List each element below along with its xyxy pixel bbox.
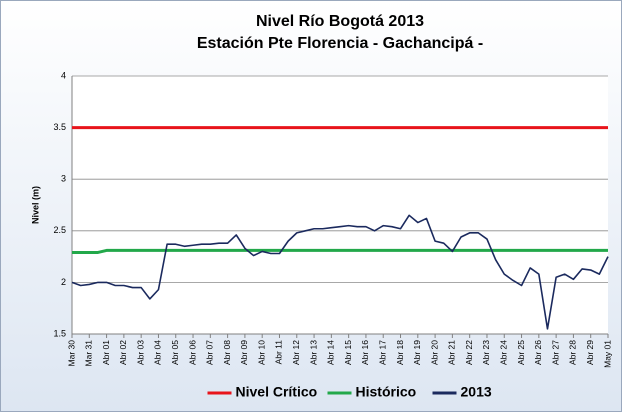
x-tick-label: Abr 03 <box>135 340 145 365</box>
y-tick-label: 4 <box>61 70 66 80</box>
x-tick-label: Abr 27 <box>550 340 560 365</box>
x-tick-label: Abr 15 <box>343 340 353 365</box>
x-tick-label: Abr 09 <box>239 340 249 365</box>
x-tick-label: Abr 24 <box>499 340 509 365</box>
x-tick-label: Abr 17 <box>377 340 387 365</box>
x-tick-label: Abr 04 <box>153 340 163 365</box>
y-tick-label: 3.5 <box>53 122 66 132</box>
x-tick-label: Abr 22 <box>464 340 474 365</box>
x-tick-label: Abr 20 <box>429 340 439 365</box>
line-series <box>71 214 609 330</box>
chart-subtitle: Estación Pte Florencia - Gachancipá - <box>197 35 483 52</box>
chart-title: Nivel Río Bogotá 2013 <box>256 13 424 30</box>
x-tick-label: Abr 26 <box>533 340 543 365</box>
x-tick-label: May 01 <box>602 340 612 368</box>
y-tick-label: 2 <box>61 277 66 287</box>
x-tick-label: Abr 23 <box>481 340 491 365</box>
x-tick-label: Abr 12 <box>291 340 301 365</box>
x-tick-label: Abr 16 <box>360 340 370 365</box>
legend-label: 2013 <box>461 384 492 400</box>
x-tick-label: Abr 18 <box>395 340 405 365</box>
plot-area <box>72 76 608 334</box>
x-tick-label: Abr 14 <box>326 340 336 365</box>
x-tick-label: Mar 31 <box>84 340 94 367</box>
legend-label: Histórico <box>356 384 417 400</box>
x-tick-label: Abr 08 <box>222 340 232 365</box>
x-tick-label: Abr 29 <box>585 340 595 365</box>
line-series <box>72 248 608 254</box>
legend-label: Nivel Crítico <box>236 384 318 400</box>
x-tick-label: Abr 11 <box>274 340 284 365</box>
x-tick-label: Abr 05 <box>170 340 180 365</box>
x-tick-label: Abr 07 <box>205 340 215 365</box>
x-tick-label: Abr 25 <box>516 340 526 365</box>
x-tick-label: Abr 02 <box>118 340 128 365</box>
x-tick-label: Mar 30 <box>66 340 76 367</box>
x-tick-label: Abr 10 <box>256 340 266 365</box>
x-tick-label: Abr 06 <box>187 340 197 365</box>
x-tick-label: Abr 01 <box>101 340 111 365</box>
x-tick-label: Abr 21 <box>447 340 457 365</box>
y-tick-label: 2.5 <box>53 225 66 235</box>
y-axis-label: Nivel (m) <box>30 186 40 224</box>
x-tick-label: Abr 19 <box>412 340 422 365</box>
y-tick-label: 1.5 <box>53 328 66 338</box>
x-tick-label: Abr 13 <box>308 340 318 365</box>
x-tick-label: Abr 28 <box>568 340 578 365</box>
y-tick-label: 3 <box>61 174 66 184</box>
